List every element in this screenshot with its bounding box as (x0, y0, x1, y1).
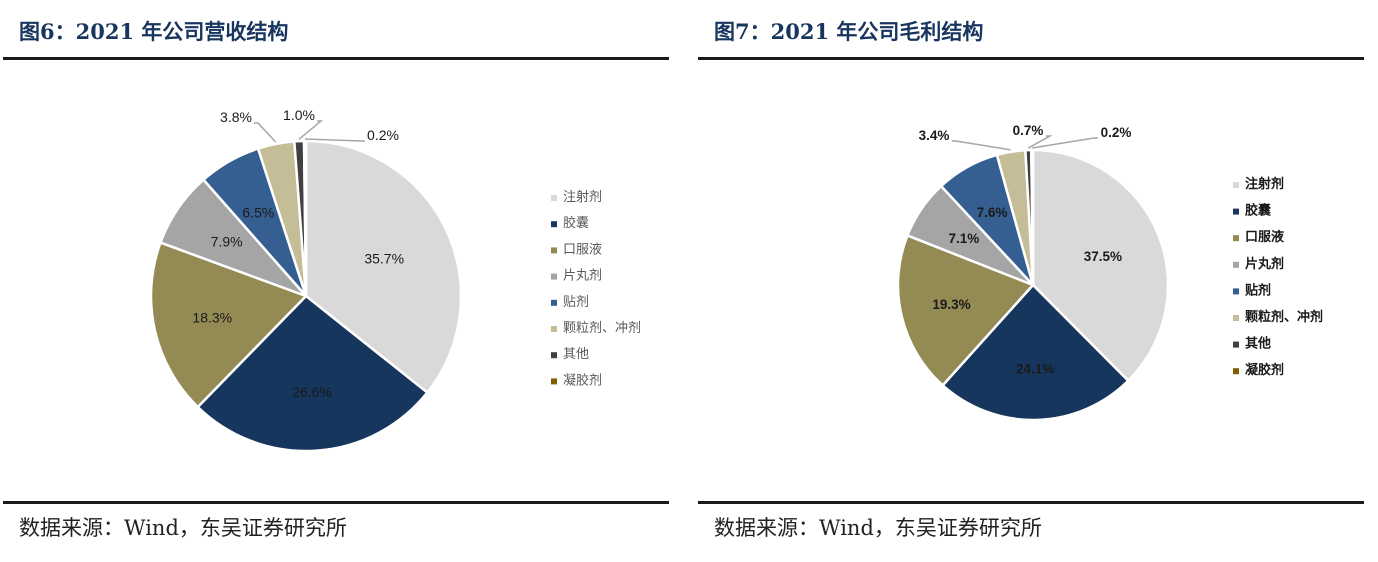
pie-slice-1 (304, 139, 463, 395)
legend-label-4: 片丸剂 (563, 269, 602, 284)
figure-7-title: 图7：2021 年公司毛利结构 (714, 19, 984, 44)
legend-swatch-8 (551, 378, 557, 385)
figure-7-bottom-rule (698, 501, 1364, 504)
revenue-structure-pie-chart: 35.7% 26.6% 18.3% 7.9% 6.5% 3.8% 1.0% 0.2% 注射剂胶囊… (149, 107, 641, 453)
data-label-4: 7.9% (211, 234, 243, 250)
legend-label-2: 胶囊 (1245, 203, 1272, 219)
legend-swatch-5 (551, 299, 557, 306)
legend-label-3: 口服液 (1245, 229, 1284, 245)
data-label-4: 7.1% (948, 231, 979, 246)
legend-swatch-2 (1233, 208, 1239, 215)
legend-swatch-1 (551, 195, 557, 201)
legend-label-3: 口服液 (563, 242, 602, 257)
pie-slice-2 (196, 294, 430, 453)
legend-label-6: 颗粒剂、冲剂 (563, 321, 641, 336)
figure-6-bottom-rule (3, 501, 669, 504)
data-label-3: 19.3% (932, 297, 970, 312)
leader-line-7 (1027, 135, 1053, 149)
pie-slice-2 (940, 283, 1131, 422)
data-label-3: 18.3% (192, 309, 232, 325)
legend-swatch-5 (1233, 288, 1239, 295)
figure-7-top-rule (698, 57, 1364, 60)
legend-swatch-4 (1233, 261, 1239, 268)
data-label-2: 24.1% (1016, 362, 1054, 377)
pie-slice-3 (149, 240, 309, 409)
legend-label-7: 其他 (563, 347, 589, 362)
data-label-8: 0.2% (1101, 125, 1132, 140)
figure-6-title: 图6：2021 年公司营收结构 (19, 19, 289, 44)
legend-label-2: 胶囊 (563, 215, 589, 231)
legend-label-8: 凝胶剂 (563, 372, 602, 388)
legend-swatch-7 (551, 352, 557, 359)
legend-label-1: 注射剂 (563, 189, 602, 205)
leader-line-8 (304, 138, 365, 142)
data-label-7: 0.7% (1013, 123, 1044, 138)
figure-7-panel: 图7：2021 年公司毛利结构 37.5% 24.1% 19.3% 7.1% 7.6% 3… (698, 0, 1364, 562)
legend-label-6: 颗粒剂、冲剂 (1245, 309, 1323, 325)
legend-swatch-8 (1233, 368, 1239, 375)
figure-7-source: 数据来源：Wind，东吴证券研究所 (714, 516, 1042, 540)
legend-swatch-3 (1233, 235, 1239, 242)
legend-label-7: 其他 (1245, 336, 1271, 352)
figure-6-panel: 图6：2021 年公司营收结构 35.7% 26.6% 18.3% 7.9% 6.5% 3… (3, 0, 669, 562)
legend-swatch-1 (1233, 182, 1239, 188)
data-label-7: 1.0% (283, 107, 315, 123)
data-label-6: 3.4% (919, 128, 950, 143)
legend-label-4: 片丸剂 (1245, 256, 1284, 272)
data-label-5: 6.5% (242, 205, 274, 221)
leader-line-6 (254, 122, 277, 143)
legend-swatch-3 (551, 247, 557, 254)
data-label-1: 35.7% (364, 250, 404, 266)
pie-slice-1 (1031, 148, 1170, 383)
legend-swatch-2 (551, 221, 557, 228)
data-label-8: 0.2% (367, 127, 399, 143)
data-label-2: 26.6% (292, 384, 332, 400)
legend-label-5: 贴剂 (1245, 282, 1271, 298)
legend-label-1: 注射剂 (1245, 176, 1284, 192)
legend-swatch-6 (1233, 315, 1239, 321)
data-label-5: 7.6% (977, 205, 1008, 220)
gross-profit-structure-pie-chart: 37.5% 24.1% 19.3% 7.1% 7.6% 3.4% 0.7% 0.2% 注射剂胶囊… (896, 123, 1323, 422)
figure-6-source: 数据来源：Wind，东吴证券研究所 (19, 516, 347, 540)
pie-slice-8 (1030, 148, 1035, 286)
data-label-1: 37.5% (1084, 249, 1122, 264)
legend-swatch-4 (551, 273, 557, 280)
figure-6-top-rule (3, 57, 669, 60)
pie-slice-8 (302, 139, 308, 297)
data-label-6: 3.8% (220, 109, 252, 125)
legend-swatch-6 (551, 326, 557, 332)
leader-line-6 (952, 140, 1011, 151)
leader-line-7 (298, 120, 324, 140)
legend-label-8: 凝胶剂 (1245, 362, 1284, 378)
leader-line-8 (1032, 137, 1098, 149)
legend-swatch-7 (1233, 341, 1239, 348)
legend-label-5: 贴剂 (563, 295, 589, 310)
